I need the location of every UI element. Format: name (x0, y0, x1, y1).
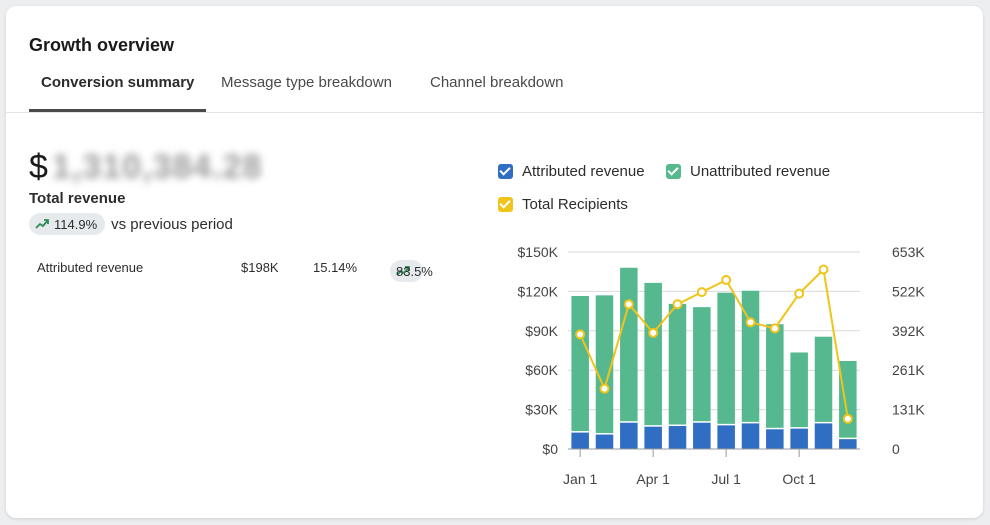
point-total-recipients (745, 317, 756, 328)
total-revenue-value: $ 1,310,384.28 (29, 143, 262, 191)
bar-attributed (644, 426, 662, 449)
bar-unattributed (668, 303, 687, 425)
checkbox-checked-icon[interactable] (498, 164, 513, 179)
attributed-growth-badge: 83.5% (390, 260, 433, 282)
legend-item-unattributed[interactable]: Unattributed revenue (666, 163, 830, 180)
point-total-recipients (794, 288, 805, 299)
y-tick-label-left: $60K (525, 362, 558, 378)
x-tick-label: Apr 1 (636, 471, 670, 487)
y-tick-label-right: 392K (892, 323, 925, 339)
y-tick-label-left: $0 (542, 441, 558, 457)
bar-attributed (717, 425, 735, 449)
tab-bar: Conversion summary Message type breakdow… (6, 70, 983, 113)
point-total-recipients (842, 413, 853, 424)
total-revenue-label: Total revenue (29, 190, 126, 207)
legend-label-unattributed: Unattributed revenue (690, 163, 831, 180)
bar-unattributed (644, 282, 662, 426)
bar-attributed (790, 428, 808, 449)
legend-label-recipients: Total Recipients (522, 196, 628, 213)
bar-attributed (741, 423, 760, 449)
y-tick-label-right: 261K (892, 362, 925, 378)
card-title: Growth overview (29, 35, 175, 55)
revenue-growth: 114.9% vs previous period (29, 213, 233, 235)
attributed-growth-percent: 83.5% (396, 264, 433, 279)
bar-attributed (814, 423, 833, 449)
revenue-amount-blurred: 1,310,384.28 (51, 148, 263, 186)
growth-badge: 114.9% (29, 213, 106, 235)
growth-percent: 114.9% (54, 216, 98, 232)
x-tick-label: Jul 1 (711, 471, 741, 487)
point-total-recipients (575, 329, 586, 340)
point-total-recipients (721, 275, 732, 286)
bar-attributed (839, 439, 857, 449)
point-total-recipients (696, 287, 707, 298)
bar-attributed (620, 422, 638, 449)
bar-unattributed (693, 307, 711, 422)
y-tick-label-left: $120K (518, 283, 559, 299)
checkbox-checked-icon[interactable] (498, 197, 513, 212)
bar-unattributed (839, 361, 857, 438)
attributed-revenue-percent: 15.14% (313, 260, 358, 275)
attributed-revenue-row: Attributed revenue $198K 15.14% 83.5% (37, 256, 477, 282)
point-total-recipients (672, 299, 683, 310)
currency-symbol: $ (29, 148, 48, 186)
legend-item-recipients[interactable]: Total Recipients (498, 196, 628, 213)
point-total-recipients (599, 383, 610, 394)
y-tick-label-left: $90K (525, 323, 558, 339)
point-total-recipients (769, 323, 780, 334)
y-tick-label-right: 653K (892, 244, 925, 260)
point-total-recipients (818, 264, 829, 275)
tab-channel-breakdown[interactable]: Channel breakdown (430, 74, 564, 91)
y-tick-label-right: 0 (892, 441, 900, 457)
bar-attributed (766, 429, 784, 449)
bar-unattributed (595, 295, 614, 434)
legend-item-attributed[interactable]: Attributed revenue (498, 163, 645, 180)
y-tick-label-left: $30K (525, 402, 558, 418)
x-tick-label: Oct 1 (782, 471, 816, 487)
bar-attributed (668, 426, 687, 449)
revenue-chart: $0 0 $30K 131K $60K 261K $90K 392K $120K 522K $150… (518, 244, 926, 487)
tab-message-type-breakdown[interactable]: Message type breakdown (221, 74, 392, 91)
bar-unattributed (790, 352, 808, 428)
point-total-recipients (623, 299, 634, 310)
growth-comparison-text: vs previous period (111, 215, 233, 233)
y-tick-label-left: $150K (518, 244, 559, 260)
bar-unattributed (620, 267, 638, 422)
legend-label-attributed: Attributed revenue (522, 163, 645, 180)
bar-attributed (693, 422, 711, 449)
growth-overview-card: Growth overview Conversion summary Messa… (6, 6, 983, 518)
bar-attributed (571, 432, 589, 449)
trending-up-icon (396, 266, 410, 276)
line-total-recipients (579, 267, 849, 419)
bar-attributed (595, 434, 614, 449)
bar-unattributed (766, 324, 784, 428)
bar-unattributed (717, 292, 735, 424)
point-total-recipients (648, 327, 659, 338)
tab-conversion-summary[interactable]: Conversion summary (29, 70, 207, 112)
attributed-revenue-value: $198K (241, 260, 279, 275)
x-tick-label: Jan 1 (563, 471, 597, 487)
trending-up-icon (35, 219, 49, 229)
y-tick-label-right: 131K (892, 402, 925, 418)
y-tick-label-right: 522K (892, 283, 925, 299)
bar-unattributed (814, 336, 833, 422)
checkbox-checked-icon[interactable] (666, 164, 681, 179)
attributed-revenue-label: Attributed revenue (37, 260, 144, 275)
bar-unattributed (571, 295, 589, 432)
